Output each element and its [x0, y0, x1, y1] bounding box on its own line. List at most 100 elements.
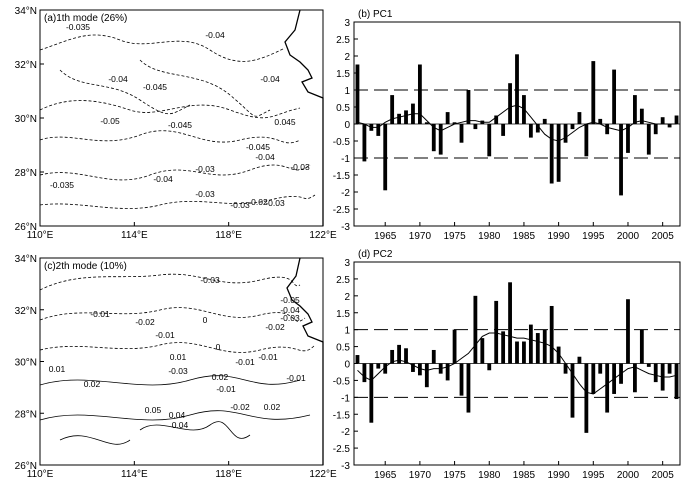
x-tick-label: 110°E [27, 469, 54, 480]
bar [549, 124, 554, 184]
contour-label: -0.03 [168, 366, 188, 376]
bar [383, 124, 388, 191]
y-tick-label: -3 [341, 222, 350, 233]
contour-label: -0.03 [265, 198, 285, 208]
y-tick-label: -2.5 [333, 444, 351, 455]
contour-label: -0.03 [290, 162, 310, 172]
y-tick-label: 0 [344, 120, 350, 131]
contour-label: -0.01 [155, 330, 175, 340]
bar [452, 329, 457, 364]
y-tick-label: 26°N [15, 222, 37, 233]
y-tick-label: 2.5 [336, 275, 350, 286]
bar [556, 346, 561, 364]
bar [445, 363, 450, 381]
contour-line [39, 100, 301, 119]
bar [369, 363, 374, 423]
y-tick-label: -0.5 [333, 376, 351, 387]
y-tick-label: 1.5 [336, 69, 350, 80]
bar [355, 355, 360, 364]
coastline [286, 257, 324, 465]
bar [646, 363, 651, 367]
map-panel-a: (a)1th mode (26%)-0.035-0.04-0.04-0.045-… [15, 6, 337, 241]
contour-group [39, 273, 316, 445]
contour-line [39, 194, 316, 209]
contour-label: 0.04 [172, 420, 189, 430]
x-tick-label: 1985 [513, 470, 536, 481]
smoothed-line [357, 332, 677, 395]
contour-label: -0.05 [280, 295, 300, 305]
x-tick-label: 1975 [443, 470, 466, 481]
bar [397, 344, 401, 364]
bar [438, 124, 443, 155]
contour-label: 0.05 [145, 405, 162, 415]
contour-label: 0.01 [49, 364, 66, 374]
bar [376, 124, 381, 136]
bar [390, 349, 395, 364]
contour-label: -0.04 [260, 74, 280, 84]
contour-label: -0.01 [235, 357, 255, 367]
contour-line [39, 130, 301, 144]
bar [417, 64, 422, 124]
y-tick-label: 32°N [15, 306, 37, 317]
bar [508, 83, 512, 124]
bar [639, 108, 644, 124]
y-tick-label: 30°N [15, 114, 37, 125]
contour-label: 0.02 [212, 372, 229, 382]
contour-label: -0.045 [168, 120, 192, 130]
bar [417, 363, 422, 376]
x-tick-label: 2005 [652, 231, 675, 242]
bar [501, 331, 506, 364]
x-tick-label: 2000 [617, 231, 640, 242]
bar [473, 295, 478, 364]
contour-group [39, 34, 316, 209]
y-tick-label: 2 [344, 292, 350, 303]
bar [501, 124, 506, 136]
y-tick-label: 34°N [15, 6, 37, 17]
x-tick-label: 1985 [513, 231, 536, 242]
bar [591, 363, 596, 394]
x-tick-label: 1970 [409, 231, 432, 242]
bar [570, 363, 575, 418]
contour-label: -0.03 [200, 275, 220, 285]
bar [570, 124, 575, 130]
bar [528, 124, 533, 138]
y-tick-label: 0 [344, 360, 350, 371]
y-tick-label: 0.5 [336, 343, 350, 354]
x-tick-label: 118°E [215, 469, 242, 480]
contour-label: 0.01 [170, 352, 187, 362]
contour-label: -0.02 [230, 402, 250, 412]
bar [660, 117, 665, 124]
bar [362, 363, 367, 383]
map-panel-c: (c)2th mode (10%)-0.03-0.01-0.02-0.010-0… [15, 254, 337, 480]
bar [515, 341, 519, 364]
x-tick-label: 1975 [443, 231, 466, 242]
bar [563, 363, 568, 374]
contour-label: -0.03 [195, 164, 215, 174]
y-tick-label: -1 [341, 154, 350, 165]
bar [431, 124, 436, 152]
y-tick-label: 32°N [15, 60, 37, 71]
contour-label: -0.045 [246, 142, 270, 152]
bar [667, 124, 672, 128]
bar [633, 363, 637, 393]
bar [674, 115, 679, 124]
bar [591, 61, 596, 124]
bar [515, 54, 519, 124]
bar [424, 363, 429, 388]
contour-label: -0.02 [135, 317, 155, 327]
y-tick-label: -2.5 [333, 205, 351, 216]
contour-label: -0.03 [230, 200, 250, 210]
bar [563, 124, 568, 143]
y-tick-label: -3 [341, 461, 350, 472]
x-tick-label: 1970 [409, 470, 432, 481]
bar [411, 363, 415, 372]
contour-label: -0.035 [50, 180, 74, 190]
bar [466, 363, 471, 413]
x-tick-label: 1995 [582, 470, 605, 481]
contour-line [39, 34, 286, 62]
bar [653, 363, 658, 383]
contour-line [139, 59, 271, 117]
contour-label: -0.04 [108, 74, 128, 84]
contour-line [39, 342, 316, 353]
